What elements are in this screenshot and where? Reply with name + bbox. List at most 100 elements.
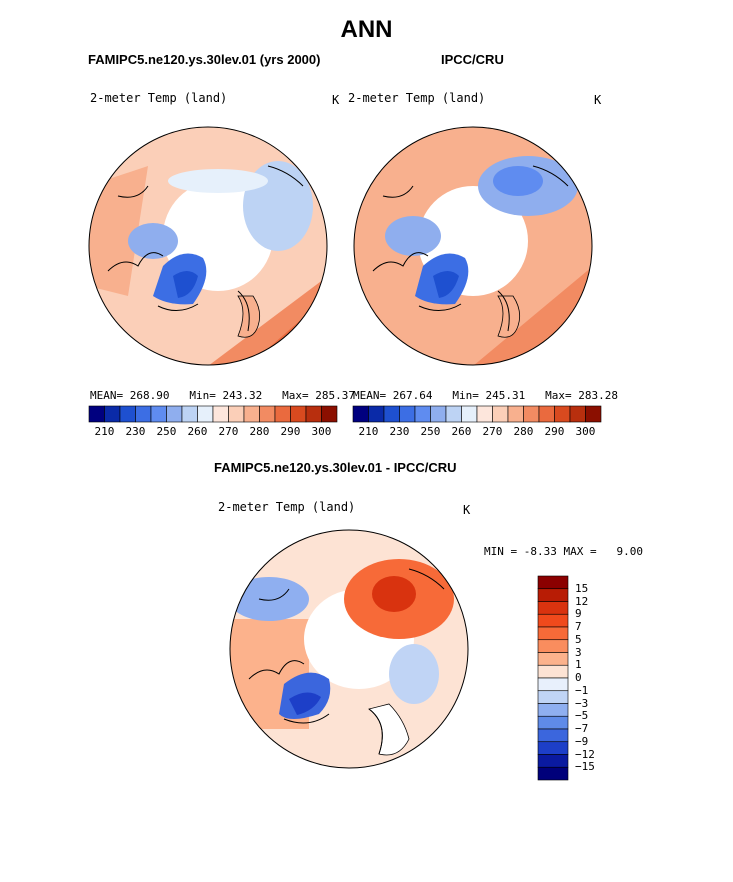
colorbar-swatch: [585, 405, 602, 423]
colorbar-tick-label: 250: [420, 425, 441, 438]
colorbar-swatch: [274, 405, 291, 423]
legend-swatch: [537, 677, 569, 692]
colorbar-swatch: [150, 405, 167, 423]
panel-2-title: IPCC/CRU: [441, 52, 504, 67]
legend-label: 15: [575, 581, 589, 595]
colorbar-swatch: [383, 405, 400, 423]
polar-map-difference: [229, 529, 469, 769]
colorbar-tick-label: 230: [125, 425, 146, 438]
colorbar-swatch: [414, 405, 431, 423]
max-value: 283.28: [578, 389, 618, 402]
legend-swatch: [537, 575, 569, 590]
greenland-core-region: [433, 271, 459, 298]
panel-1-units: K: [332, 93, 340, 107]
legend-swatch: [537, 754, 569, 768]
colorbar-swatch: [212, 405, 229, 423]
legend-swatch: [537, 766, 569, 781]
map-boundary: [229, 529, 469, 769]
canada-cold-region: [128, 223, 178, 259]
colorbar-tick-label: 280: [513, 425, 534, 438]
panel-2-stats: MEAN= 267.64 Min= 245.31 Max= 283.28: [353, 389, 618, 402]
colorbar-swatch: [181, 405, 198, 423]
difference-variable: 2-meter Temp (land): [218, 500, 356, 514]
coastline: [248, 568, 445, 755]
colorbar-swatch: [290, 405, 307, 423]
max-value: 285.37: [315, 389, 355, 402]
mean-label: MEAN=: [90, 389, 124, 402]
north-cold-anomaly: [230, 577, 309, 621]
legend-label: 12: [575, 594, 589, 608]
colorbar-tick-label: 210: [94, 425, 115, 438]
colorbar-tick-label: 270: [482, 425, 503, 438]
colorbar-swatch: [569, 405, 586, 423]
colorbar-swatch: [399, 405, 416, 423]
colorbar-swatch: [554, 405, 571, 423]
legend-label: −3: [575, 696, 589, 710]
panel-2-units: K: [594, 93, 602, 107]
colorbar-swatch: [119, 405, 136, 423]
polar-map-model: [88, 126, 328, 366]
difference-title: FAMIPC5.ne120.ys.30lev.01 - IPCC/CRU: [214, 460, 457, 475]
colorbar-swatch: [104, 405, 121, 423]
colorbar-swatch: [228, 405, 245, 423]
colorbar-swatch: [368, 405, 385, 423]
difference-minmax: MIN = -8.33 MAX = 9.00: [484, 545, 643, 558]
min-value: -8.33: [523, 545, 557, 558]
legend-label: −1: [575, 683, 589, 697]
map-boundary: [88, 126, 328, 366]
legend-label: 3: [575, 645, 582, 659]
polar-map-observed: [353, 126, 593, 366]
max-value: 9.00: [616, 545, 644, 558]
legend-swatch: [537, 703, 569, 717]
map-boundary: [353, 126, 593, 366]
colorbar-swatch: [352, 405, 369, 423]
legend-swatch: [537, 588, 569, 602]
colorbar-swatch: [538, 405, 555, 423]
legend-label: −12: [575, 747, 595, 761]
canada-cold-region: [385, 216, 441, 256]
colorbar-tick-label: 300: [575, 425, 596, 438]
mean-label: MEAN=: [353, 389, 387, 402]
page-title: ANN: [340, 16, 393, 43]
siberia-core-region: [493, 166, 543, 196]
colorbar-swatch: [305, 405, 322, 423]
difference-legend: [537, 575, 569, 781]
legend-swatch: [537, 626, 569, 641]
east-siberia-cold-region: [168, 169, 268, 193]
legend-swatch: [537, 715, 569, 730]
colorbar-swatch: [523, 405, 540, 423]
colorbar-swatch: [430, 405, 447, 423]
legend-swatch: [537, 728, 569, 743]
legend-swatch: [537, 664, 569, 679]
min-label: Min=: [189, 389, 216, 402]
min-value: 243.32: [222, 389, 263, 402]
legend-swatch: [537, 690, 569, 704]
legend-label: −7: [575, 722, 589, 735]
colorbar-swatch: [88, 405, 105, 423]
colorbar-swatch: [321, 405, 338, 423]
colorbar-swatch: [492, 405, 509, 423]
greenland-core-region: [173, 271, 198, 298]
coastline: [372, 165, 569, 332]
colorbar-model: [88, 405, 338, 423]
colorbar-swatch: [259, 405, 276, 423]
colorbar-tick-label: 250: [156, 425, 177, 438]
difference-units: K: [463, 503, 471, 517]
colorbar-model-ticks: 210 230 250 260 270 280 290 300: [89, 425, 337, 439]
colorbar-swatch: [166, 405, 183, 423]
colorbar-swatch: [197, 405, 214, 423]
min-value: 245.31: [485, 389, 526, 402]
legend-label: −15: [575, 760, 595, 774]
colorbar-tick-label: 290: [280, 425, 301, 438]
colorbar-swatch: [476, 405, 493, 423]
colorbar-tick-label: 230: [389, 425, 410, 438]
legend-label: 7: [575, 620, 582, 633]
colorbar-observed-ticks: 210 230 250 260 270 280 290 300: [353, 425, 601, 439]
legend-swatch: [537, 639, 569, 653]
legend-label: 5: [575, 632, 582, 646]
colorbar-tick-label: 280: [249, 425, 270, 438]
panel-1-variable: 2-meter Temp (land): [90, 91, 228, 105]
colorbar-tick-label: 210: [358, 425, 379, 438]
panel-1-title: FAMIPC5.ne120.ys.30lev.01 (yrs 2000): [88, 52, 321, 67]
legend-swatch: [537, 613, 569, 628]
